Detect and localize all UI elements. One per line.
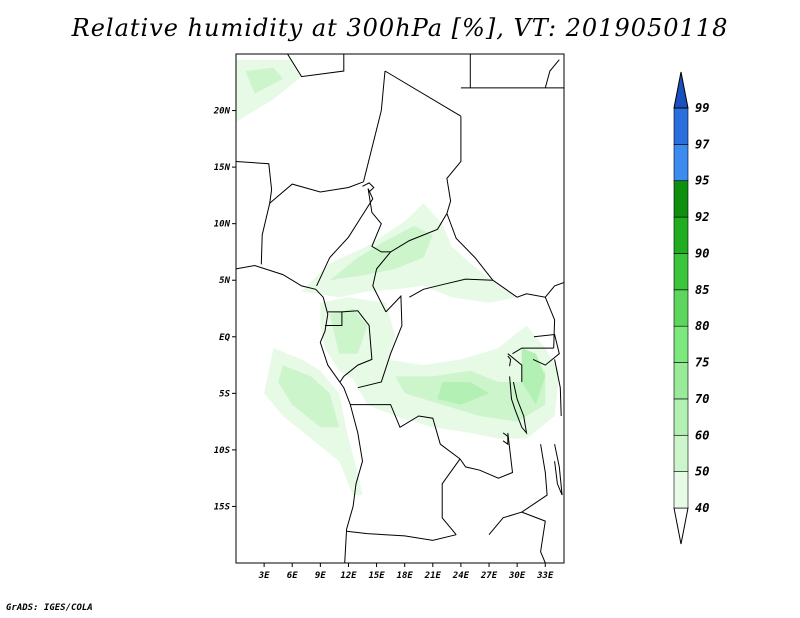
colorbar-swatch [673,434,689,472]
colorbar-label: 80 [695,319,709,333]
colorbar-label: 95 [695,174,709,188]
colorbar-label: 60 [695,428,709,442]
border-lake-mweru [502,432,509,446]
colorbar-label: 97 [695,137,710,151]
humidity-region-gabon-congo-core [329,308,368,354]
colorbar-swatch [673,107,689,145]
colorbar-label: 85 [695,283,709,297]
lon-tick-label: 18E [397,571,414,581]
border-tanzania-border [512,347,554,355]
colorbar-upper-triangle [673,71,689,109]
lon-tick-label: 15E [368,571,385,581]
border-angola-namibia [346,530,457,541]
border-lake-tanganyika [509,376,528,435]
border-mozambique [521,511,546,563]
country-borders-layer [236,54,564,563]
border-cameroon-car [372,251,391,313]
lon-tick-label: 6E [287,571,298,581]
lat-tick-label: EQ [219,333,230,343]
colorbar-swatch [673,144,689,182]
border-coastline-west [236,264,364,563]
colorbar-swatch [673,362,689,400]
border-niger-chad [363,70,386,182]
border-east-coast [554,359,562,417]
border-east-africa [492,279,564,298]
lon-tick-label: 33E [536,571,554,581]
border-lake-victoria [532,333,560,366]
border-congo-drc-border [357,294,403,389]
lat-tick-label: 5N [219,276,230,286]
border-nigeria-cameroon [316,188,374,287]
colorbar-label: 99 [695,101,709,115]
colorbar-swatch [673,253,689,291]
lon-tick-label: 24E [452,571,470,581]
border-mali-niger [236,161,273,204]
colorbar-label: 40 [695,501,709,515]
border-angola-zambia [441,458,461,536]
border-zambia-malawi [488,444,548,536]
colorbar-lower-triangle [673,507,689,545]
lat-tick-label: 10N [214,220,231,230]
border-libya-chad [384,70,462,117]
colorbar-swatch [673,289,689,327]
humidity-region-congo-basin-inner [437,382,489,405]
lat-tick-label: 15N [214,163,231,173]
colorbar-swatch [673,398,689,436]
border-car-sudan [446,213,494,281]
humidity-region-coast-strip-core [278,365,340,428]
humidity-region-nw-band-core [245,67,283,94]
humidity-region-sahel-band-core [329,225,433,281]
map-title: Relative humidity at 300hPa [%], VT: 201… [71,14,729,42]
border-algeria-niger [287,54,345,78]
colorbar-label: 75 [695,356,709,370]
humidity-fill-layer [236,59,560,496]
border-chad-sudan [446,116,462,214]
lat-tick-label: 5S [219,389,230,399]
border-lake-kivu [507,355,512,367]
border-sudan-egypt-nile [544,59,560,89]
border-gabon-congo-border [339,310,373,383]
longitude-axis: 3E 6E 9E 12E 15E 18E 21E 24E 27E 30E 33E [258,563,554,581]
colorbar-swatch [673,180,689,218]
colorbar: 40 50 60 70 75 80 85 90 92 95 97 99 [673,71,710,545]
border-lake-chad [362,182,375,193]
colorbar-swatch [673,325,689,363]
lon-tick-label: 3E [258,571,270,581]
border-niger-nigeria [269,181,364,204]
lon-tick-label: 21E [424,571,442,581]
colorbar-label: 92 [695,210,709,224]
colorbar-label: 70 [695,392,709,406]
border-benin-nigeria [260,203,271,265]
lat-tick-label: 15S [214,502,231,512]
border-cameroon-chad [367,188,391,253]
border-car-drc [409,278,493,298]
border-rwanda-burundi [507,353,523,382]
colorbar-label: 90 [695,246,709,260]
border-uganda-kenya [544,297,556,349]
lat-tick-label: 20N [213,107,231,117]
border-lake-malawi [554,444,563,496]
latitude-axis: 20N 15N 10N 5N EQ 5S 10S 15S [213,107,236,512]
border-eq-guinea-gabon [325,311,343,326]
lat-tick-label: 10S [214,446,231,456]
lon-tick-label: 9E [315,571,326,581]
colorbar-swatch [673,216,689,254]
lon-tick-label: 27E [480,571,498,581]
lon-tick-label: 30E [508,571,526,581]
border-drc-zambia [459,432,514,479]
colorbar-swatch [673,471,689,509]
colorbar-label: 50 [695,465,709,479]
lon-tick-label: 12E [340,571,357,581]
map-frame [235,53,565,564]
border-drc-angola [350,404,461,460]
border-chad-car [390,213,448,253]
grads-credit: GrADS: IGES/COLA [6,603,93,613]
